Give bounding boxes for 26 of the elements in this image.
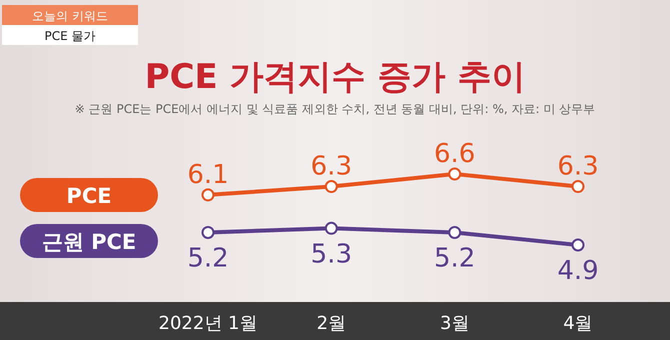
x-tick-label: 2월 [316, 313, 346, 334]
text: PCE 물가 [44, 29, 96, 43]
point [572, 238, 584, 252]
chart-subtitle: ※ 근원 PCE는 PCE에서 에너지 및 식료품 제외한 수치, 전년 동월 대비, 단위: %, 자료: 미 상무부 [74, 102, 596, 116]
text: 오늘의 키워드 [32, 9, 108, 23]
x-tick-label: 3월 [440, 313, 470, 334]
point [324, 222, 338, 235]
point [324, 180, 338, 194]
x-tick-label: 4월 [563, 313, 593, 334]
text: 근원 PCE [42, 230, 136, 254]
data-label: 5.2 [187, 243, 229, 274]
data-label: 6.3 [310, 152, 352, 182]
data-label: 5.3 [310, 239, 352, 270]
point [202, 188, 214, 202]
data-label: 6.6 [434, 139, 476, 169]
data-label: 5.2 [434, 243, 476, 274]
data-label: 6.3 [557, 152, 599, 182]
point [572, 180, 584, 194]
text: PCE [66, 184, 112, 208]
data-label: 4.9 [557, 256, 599, 286]
point [448, 168, 462, 180]
data-label: 6.1 [187, 160, 229, 190]
chart-title: PCE 가격지수 증가 추이 [144, 57, 526, 97]
x-tick-label: 2022년 1월 [158, 313, 258, 334]
point [202, 226, 214, 239]
point [448, 226, 462, 239]
